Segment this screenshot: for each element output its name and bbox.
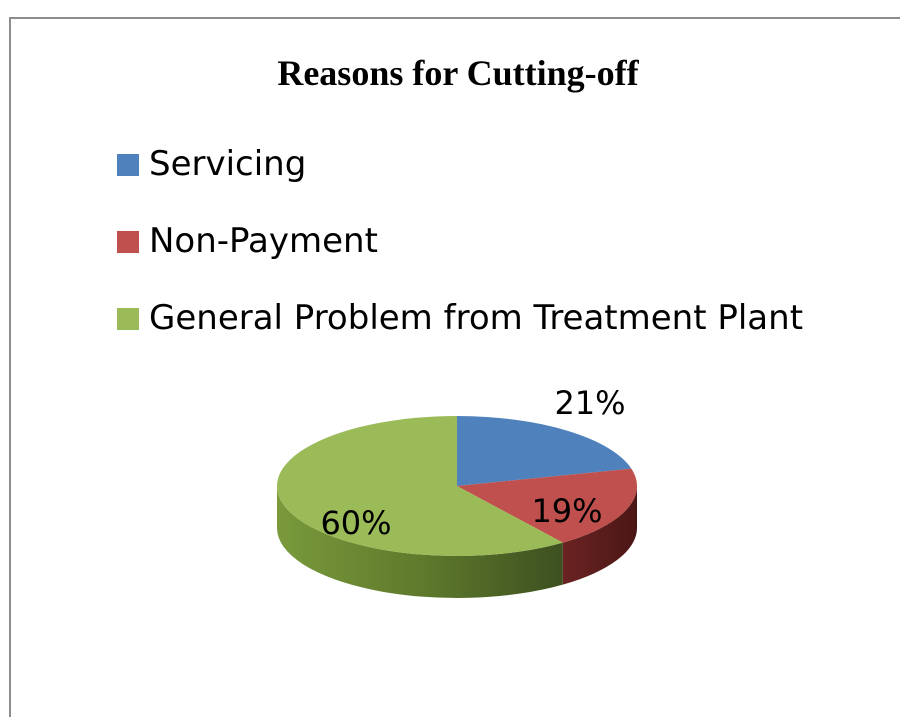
legend-label-servicing: Servicing: [149, 144, 307, 184]
chart-title: Reasons for Cutting-off: [277, 53, 639, 93]
legend-item-non-payment: Non-Payment: [117, 217, 803, 294]
pie-chart: 21% 19% 60%: [276, 384, 637, 598]
pie-slice-non-payment: [457, 468, 637, 543]
data-label-non-payment: 19%: [531, 492, 602, 530]
pie-side-non-payment: [562, 486, 637, 585]
chart-legend: Servicing Non-Payment General Problem fr…: [117, 140, 803, 371]
chart-frame: [9, 17, 900, 717]
legend-swatch-servicing: [117, 154, 139, 176]
legend-swatch-non-payment: [117, 231, 139, 253]
data-label-servicing: 21%: [554, 384, 625, 422]
legend-label-non-payment: Non-Payment: [149, 221, 378, 261]
data-label-general-problem: 60%: [320, 504, 391, 542]
pie-side-general-problem: [277, 486, 563, 598]
pie-slice-general-problem: [276, 416, 563, 556]
legend-item-general-problem: General Problem from Treatment Plant: [117, 294, 803, 371]
pie-slice-servicing: [457, 415, 632, 486]
legend-swatch-general-problem: [117, 308, 139, 330]
legend-item-servicing: Servicing: [117, 140, 803, 217]
legend-label-general-problem: General Problem from Treatment Plant: [149, 298, 804, 338]
